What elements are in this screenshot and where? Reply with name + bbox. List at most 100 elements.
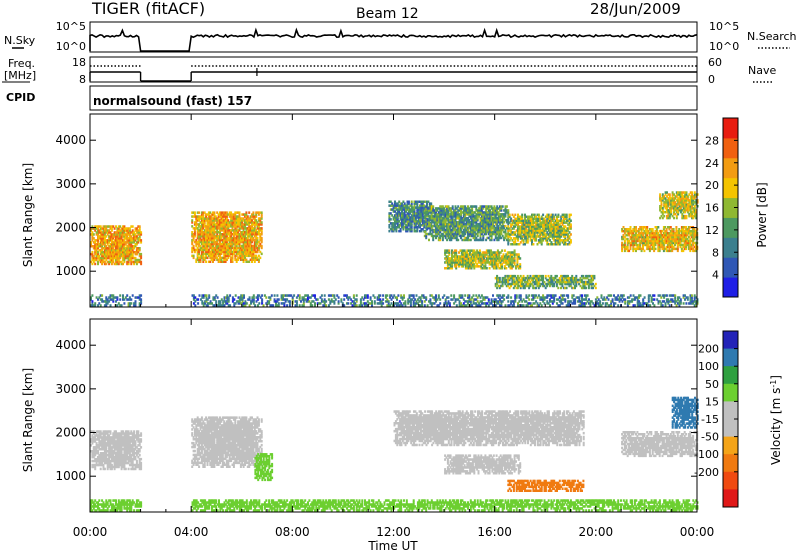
echo-cell [401,224,403,227]
echo-cell [489,209,492,212]
echo-cell [511,219,514,222]
echo-cell [426,202,428,205]
echo-cell [91,245,94,248]
echo-cell [403,210,406,213]
echo-cell [476,263,479,266]
echo-cell [425,234,428,238]
echo-cell [253,233,256,236]
echo-cell [219,258,221,261]
echo-cell [557,237,560,240]
echo-cell [479,224,482,228]
echo-cell [128,256,131,260]
echo-cell [628,239,631,243]
echo-cell [565,239,568,242]
echo-cell [644,235,647,239]
echo-cell [500,226,503,230]
echo-cell [419,220,421,223]
echo-cell [687,239,690,243]
echo-cell [224,213,227,216]
echo-cell [205,215,208,218]
echo-cell [410,204,413,207]
echo-cell [507,235,510,238]
echo-cell [561,229,564,232]
echo-cell [498,257,501,260]
echo-cell [448,213,451,216]
echo-cell [516,263,519,266]
echo-cell [133,262,136,266]
echo-cell [216,221,219,224]
echo-cell [92,247,95,250]
echo-cell [513,257,516,260]
echo-cell [646,233,649,237]
echo-cell [494,219,497,222]
echo-cell [401,212,403,215]
echo-cell [444,261,447,264]
echo-cell [461,226,464,230]
echo-cell [478,249,481,252]
echo-cell [103,241,106,244]
echo-cell [544,225,547,228]
echo-cell [440,224,443,228]
echo-cell [198,223,201,226]
echo-cell [637,237,640,241]
echo-cell [671,235,674,239]
echo-cell [489,221,492,224]
echo-cell [246,242,249,246]
echo-cell [457,238,460,242]
echo-cell [401,204,403,207]
echo-cell [500,205,503,208]
echo-cell [249,240,252,244]
echo-cell [246,244,249,248]
echo-cell [131,241,134,244]
echo-cell [198,260,201,263]
echo-cell [439,215,442,218]
echo-cell [102,250,105,254]
echo-cell [650,235,653,239]
echo-cell [106,229,109,232]
echo-cell [485,267,488,270]
echo-cell [255,231,258,234]
echo-cell [466,265,469,268]
echo-cell [437,236,440,240]
echo-cell [647,229,650,233]
echo-cell [224,215,227,218]
echo-cell [448,219,451,222]
echo-cell [517,223,519,226]
echo-cell [467,263,470,266]
echo-cell [216,229,219,232]
echo-cell [232,238,235,242]
echo-cell [556,215,558,218]
echo-cell [464,209,467,212]
echo-cell [221,211,224,214]
echo-cell [494,211,497,214]
echo-cell [239,225,242,228]
echo-cell [560,239,563,242]
echo-cell [647,239,650,243]
echo-cell [475,228,478,232]
echo-cell [682,229,685,233]
echo-cell [626,245,629,249]
echo-cell [669,241,672,245]
echo-cell [494,253,497,256]
echo-cell [451,249,453,252]
echo-cell [140,260,143,264]
echo-cell [668,226,671,229]
echo-cell [406,218,409,221]
echo-cell [128,229,131,232]
echo-cell [230,231,233,234]
echo-cell [455,249,458,252]
echo-cell [232,235,235,238]
echo-cell [682,245,685,249]
echo-cell [392,226,395,229]
echo-cell [485,213,488,216]
echo-cell [517,215,519,218]
echo-cell [392,208,395,211]
echo-cell [453,263,456,266]
echo-cell [495,253,498,256]
echo-cell [451,230,454,234]
echo-cell [525,231,528,234]
echo-cell [102,229,105,232]
echo-cell [406,206,409,209]
echo-cell [128,233,131,236]
echo-cell [402,212,405,215]
